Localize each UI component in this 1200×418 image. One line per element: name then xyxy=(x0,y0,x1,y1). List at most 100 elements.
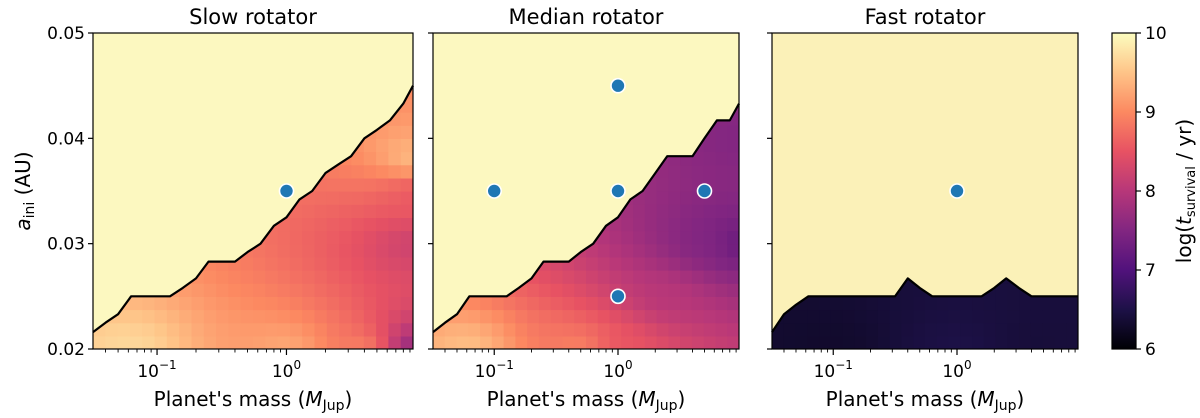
heatmap-cell xyxy=(901,322,914,337)
heatmap-cell xyxy=(889,335,903,349)
heatmap-cell xyxy=(715,296,728,311)
heatmap-cell xyxy=(948,309,961,324)
heatmap-cell xyxy=(972,309,985,324)
heatmap-cell xyxy=(265,296,279,311)
heatmap-cell xyxy=(715,256,728,271)
heatmap-cell xyxy=(691,283,705,297)
heatmap-cell xyxy=(727,164,739,179)
heatmap-cell xyxy=(480,335,493,349)
heatmap-cell xyxy=(807,309,820,324)
heatmap-cell xyxy=(727,138,739,153)
heatmap-cell xyxy=(691,204,705,218)
colorbar-gradient xyxy=(1112,33,1136,349)
panel-title-1: Slow rotator xyxy=(189,5,317,29)
heatmap-cell xyxy=(491,296,505,311)
heatmap-cell xyxy=(351,204,365,218)
heatmap-cell xyxy=(400,322,413,337)
heatmap-cell xyxy=(948,322,961,337)
heatmap-cell xyxy=(656,256,669,271)
heatmap-cell xyxy=(668,309,681,324)
heatmap-cell xyxy=(562,283,575,297)
heatmap-cell xyxy=(668,270,681,284)
heatmap-cell xyxy=(703,151,717,166)
heatmap-cell xyxy=(703,283,717,297)
heatmap-cell xyxy=(668,296,681,311)
heatmap-cell xyxy=(727,230,739,245)
heatmap-cell xyxy=(314,217,328,232)
heatmap-cell xyxy=(597,270,611,284)
heatmap-cell xyxy=(376,204,389,218)
heatmap-cell xyxy=(363,256,377,271)
heatmap-cell xyxy=(400,230,413,245)
heatmap-cell xyxy=(644,322,658,337)
heatmap-cell xyxy=(538,335,552,349)
x-axis-label-2-subscript: Jup xyxy=(655,398,678,414)
panel-slow-rotator: 0.02 0.03 0.04 0.05 10−1 100 Slow rotator Pla… xyxy=(11,5,414,414)
heatmap-cell xyxy=(468,335,481,349)
heatmap-cell xyxy=(400,217,413,232)
heatmap-cell xyxy=(913,309,926,324)
heatmap-cell xyxy=(314,322,328,337)
heatmap-cell xyxy=(154,335,168,349)
heatmap-cell xyxy=(468,309,481,324)
heatmap-cell xyxy=(1030,322,1044,337)
heatmap-cell xyxy=(388,191,402,205)
heatmap-cell xyxy=(228,335,242,349)
heatmap-cell xyxy=(715,217,728,232)
heatmap-cell xyxy=(913,296,926,311)
heatmap-cell xyxy=(339,217,353,232)
heatmap-cell xyxy=(913,335,926,349)
heatmap-cell xyxy=(715,138,728,153)
heatmap-cell xyxy=(715,204,728,218)
heatmap-cell xyxy=(703,138,717,153)
heatmap-cell xyxy=(644,217,658,232)
heatmap-cell xyxy=(265,243,279,258)
heatmap-cell xyxy=(703,230,717,245)
heatmap-cell xyxy=(656,335,669,349)
heatmap-cell xyxy=(680,283,693,297)
heatmap-cell xyxy=(621,322,634,337)
heatmap-cell xyxy=(376,177,389,192)
heatmap-cell xyxy=(983,322,997,337)
heatmap-cell xyxy=(621,217,634,232)
heatmap-cell xyxy=(621,270,634,284)
heatmap-cell xyxy=(289,270,303,284)
heatmap-cell xyxy=(703,335,717,349)
simulation-marker xyxy=(486,183,503,199)
heatmap-cell xyxy=(339,335,353,349)
heatmap-cell xyxy=(727,243,739,258)
heatmap-cell xyxy=(142,322,156,337)
heatmap-cell xyxy=(444,335,458,349)
heatmap-cell xyxy=(515,335,528,349)
heatmap-cell xyxy=(351,309,365,324)
heatmap-cell xyxy=(277,243,291,258)
heatmap-cell xyxy=(339,270,353,284)
heatmap-cell xyxy=(621,230,634,245)
heatmap-cell xyxy=(314,256,328,271)
colorbar-label-symbol: t xyxy=(1172,216,1196,225)
x-axis-label-2-prefix: Planet's mass ( xyxy=(487,387,639,411)
heatmap-cell xyxy=(363,270,377,284)
heatmap-cell xyxy=(240,322,254,337)
heatmap-cell xyxy=(574,283,587,297)
heatmap-cell xyxy=(609,270,622,284)
heatmap-cell xyxy=(400,270,413,284)
heatmap-cell xyxy=(656,243,669,258)
heatmap-cell xyxy=(1007,335,1020,349)
heatmap-cell xyxy=(574,296,587,311)
heatmap-cell xyxy=(668,177,681,192)
heatmap-cell xyxy=(240,283,254,297)
heatmap-cell xyxy=(400,151,413,166)
heatmap-cell xyxy=(538,270,552,284)
heatmap-cell xyxy=(680,322,693,337)
heatmap-cell xyxy=(597,309,611,324)
heatmap-cell xyxy=(597,283,611,297)
x-tick-label: 100 xyxy=(272,358,301,382)
contour-layer-1 xyxy=(92,85,414,333)
heatmap-cell xyxy=(562,322,575,337)
heatmap-cell xyxy=(680,335,693,349)
heatmap-cell xyxy=(351,243,365,258)
x-axis-label-1-suffix: ) xyxy=(345,387,353,411)
heatmap-cell xyxy=(351,322,365,337)
y-axis-label-suffix: (AU) xyxy=(11,151,35,201)
